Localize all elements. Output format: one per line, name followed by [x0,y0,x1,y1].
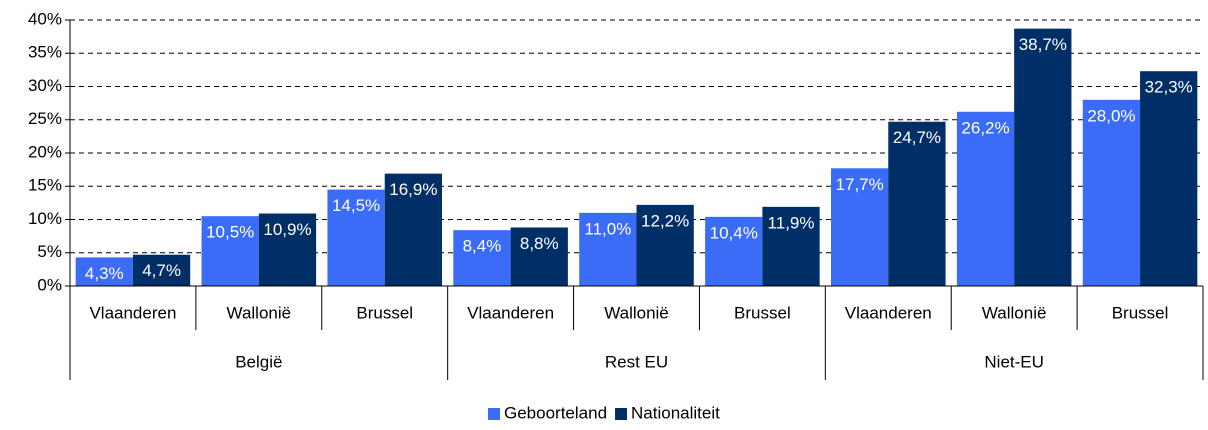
value-label: 10,4% [710,223,758,242]
value-label: 11,0% [584,219,631,238]
x-tick-label: Vlaanderen [89,303,176,322]
bar [956,111,1015,287]
bar [132,254,191,286]
value-label: 16,9% [389,180,437,199]
bar [453,230,511,286]
bar [762,206,820,286]
bar [888,121,946,287]
y-tick-label: 0% [37,275,62,294]
bar [1082,99,1141,286]
value-label: 28,0% [1087,106,1135,125]
x-tick-label: Wallonië [982,303,1047,322]
value-label: 32,3% [1145,78,1193,97]
value-label: 10,9% [263,220,311,239]
x-tick-label: Wallonië [604,303,669,322]
y-tick-label: 10% [28,209,62,228]
x-tick-label: Wallonië [227,303,292,322]
value-label: 10,5% [206,223,254,242]
y-tick-label: 30% [28,76,62,95]
bar [636,204,694,286]
value-label: 8,4% [463,237,502,256]
bar [1140,71,1198,286]
value-label: 14,5% [332,196,380,215]
legend-swatch [488,408,500,420]
y-tick-label: 35% [28,43,62,62]
value-label: 4,3% [85,264,124,283]
value-label: 38,7% [1019,35,1067,54]
value-label: 8,8% [520,234,559,253]
x-tick-label: Brussel [1112,303,1169,322]
value-label: 17,7% [836,175,884,194]
x-tick-label: Brussel [734,303,791,322]
value-label: 26,2% [961,118,1009,137]
value-label: 11,9% [768,213,815,232]
y-tick-label: 5% [37,242,62,261]
value-label: 12,2% [641,211,689,230]
value-label: 24,7% [893,128,941,147]
x-tick-label: Vlaanderen [845,303,932,322]
bar [75,257,133,286]
legend-label: Geboorteland [504,403,607,422]
group-label: Rest EU [605,352,668,371]
bar [258,213,317,286]
y-tick-label: 40% [28,9,62,28]
y-tick-label: 15% [28,176,62,195]
bar [579,212,637,286]
x-tick-label: Brussel [356,303,413,322]
y-tick-label: 20% [28,142,62,161]
bar [510,227,568,286]
value-label: 4,7% [142,261,181,280]
bar [201,216,259,286]
x-tick-label: Vlaanderen [467,303,554,322]
bar [384,173,443,286]
y-tick-label: 25% [28,109,62,128]
group-label: België [235,352,282,371]
bar [327,189,385,286]
legend-label: Nationaliteit [631,403,720,422]
bar [830,168,889,286]
legend-swatch [615,408,628,420]
group-label: Niet-EU [984,352,1044,371]
bar [1014,28,1072,287]
bar [705,216,763,286]
